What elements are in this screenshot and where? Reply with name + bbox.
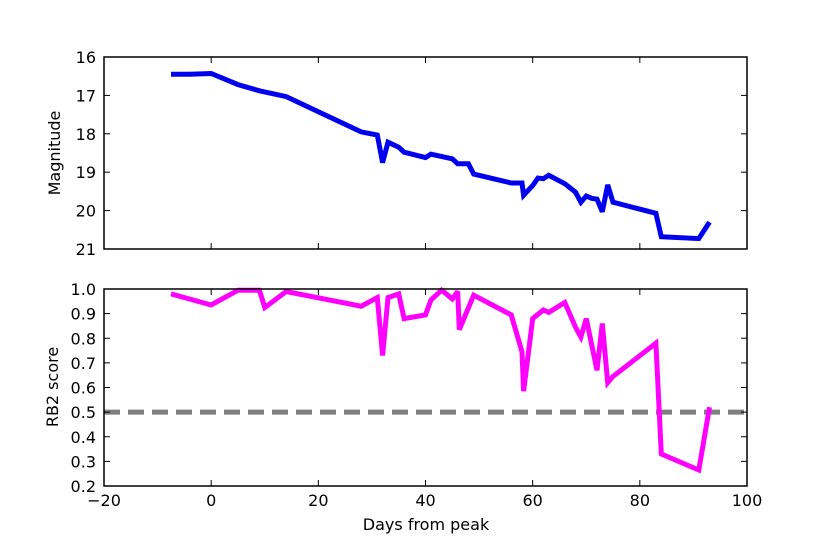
rb2-y-tick-label: 0.5: [71, 403, 96, 422]
rb2-x-tick-label: −20: [87, 491, 121, 510]
magnitude-y-tick-label: 19: [76, 163, 96, 182]
magnitude-y-axis-label: Magnitude: [45, 111, 64, 196]
rb2-x-tick-label: 0: [206, 491, 216, 510]
rb2-y-tick-label: 0.8: [71, 329, 96, 348]
magnitude-y-tick-label: 16: [76, 48, 96, 67]
rb2-y-tick-label: 0.4: [71, 428, 96, 447]
magnitude-y-tick-label: 21: [76, 240, 96, 259]
rb2-y-tick-label: 0.3: [71, 452, 96, 471]
rb2-x-tick-label: 100: [732, 491, 763, 510]
rb2-y-tick-label: 1.0: [71, 280, 96, 299]
rb2-x-tick-label: 20: [308, 491, 328, 510]
rb2-x-tick-label: 40: [415, 491, 435, 510]
rb2-x-tick-label: 60: [522, 491, 542, 510]
magnitude-y-tick-label: 17: [76, 86, 96, 105]
rb2-y-axis-label: RB2 score: [43, 347, 62, 427]
magnitude-plot-area: [171, 70, 712, 242]
rb2-panel: −20 0 20 40 60 80 100 0.2 0.3 0.4 0.5 0.6 0.7 0.8 0.9 1…: [43, 280, 762, 534]
rb2-y-tick-label: 0.7: [71, 354, 96, 373]
x-axis-label: Days from peak: [363, 515, 490, 534]
rb2-x-tick-label: 80: [630, 491, 650, 510]
magnitude-ticks: 16 17 18 19 20 21: [76, 48, 748, 259]
magnitude-y-tick-label: 20: [76, 202, 96, 221]
magnitude-y-tick-label: 18: [76, 125, 96, 144]
rb2-series-line: [170, 286, 712, 474]
rb2-y-tick-label: 0.2: [71, 477, 96, 496]
rb2-ticks: −20 0 20 40 60 80 100 0.2 0.3 0.4 0.5 0.6 0.7 0.8 0.9 1…: [71, 280, 763, 510]
rb2-y-tick-label: 0.6: [71, 379, 96, 398]
magnitude-panel: 16 17 18 19 20 21 Magnitude: [45, 48, 748, 259]
rb2-y-tick-label: 0.9: [71, 305, 96, 324]
rb2-plot-area: [104, 286, 747, 474]
magnitude-series-line: [171, 70, 712, 242]
